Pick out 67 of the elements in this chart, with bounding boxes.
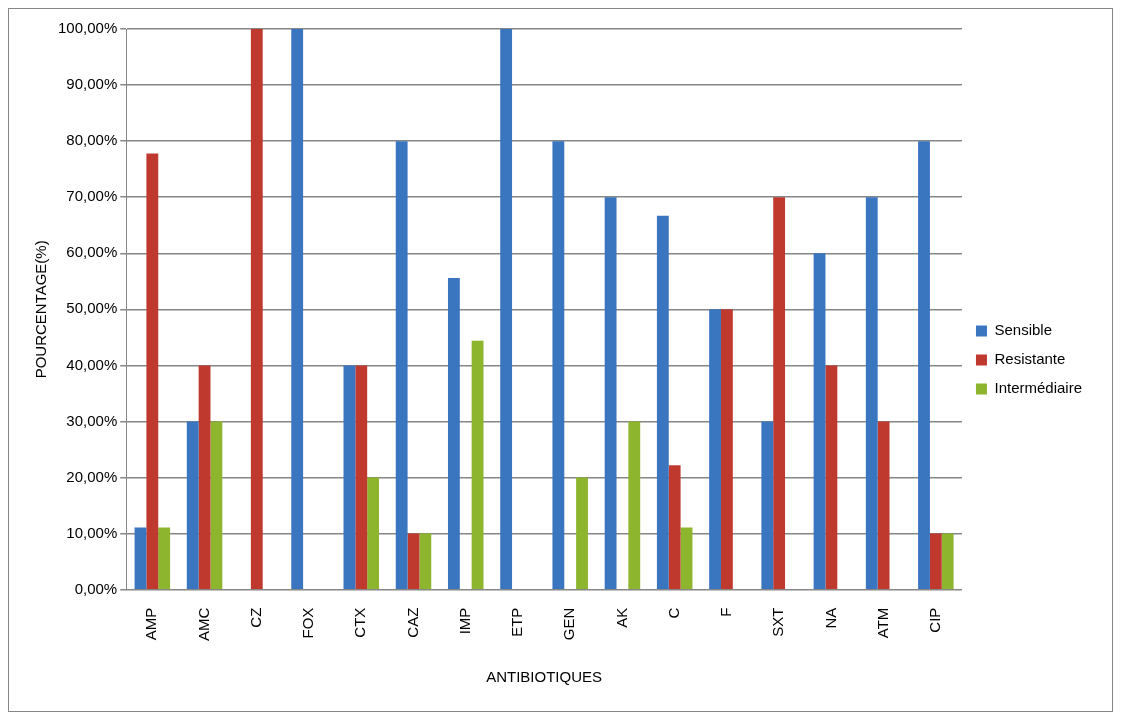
y-tick-label: 100,00% (58, 19, 118, 37)
x-tick-label: AK (612, 607, 630, 628)
bar (395, 141, 408, 589)
bar (210, 421, 223, 589)
bar (929, 533, 942, 589)
bar (447, 277, 460, 589)
bar (865, 197, 878, 589)
x-tick-label: SXT (769, 607, 787, 637)
bar (471, 340, 484, 589)
bar (941, 533, 954, 589)
y-tick-label: 80,00% (66, 131, 118, 149)
bar (761, 421, 774, 589)
bar (680, 527, 693, 589)
y-tick-label: 60,00% (66, 243, 118, 261)
legend-label: Sensible (994, 321, 1053, 339)
y-tick-label: 70,00% (66, 187, 118, 205)
x-tick-label: CAZ (403, 607, 421, 638)
bar (825, 365, 838, 589)
x-tick-label: NA (821, 607, 839, 629)
y-tick-label: 40,00% (66, 355, 118, 373)
x-tick-label: ETP (508, 607, 526, 637)
y-tick-label: 20,00% (66, 467, 118, 485)
x-tick-label: F (717, 607, 735, 617)
bar (250, 29, 263, 589)
y-axis-title: POURCENTAGE(%) (32, 240, 50, 379)
x-tick-label: FOX (299, 607, 317, 639)
bar (419, 533, 432, 589)
bar (500, 29, 513, 589)
bar (656, 215, 669, 589)
x-tick-label: C (664, 607, 682, 619)
x-tick-label: AMP (142, 607, 160, 641)
bar (709, 309, 721, 589)
bar (134, 527, 147, 589)
y-tick-label: 10,00% (66, 523, 118, 541)
y-tick-label: 90,00% (66, 75, 118, 93)
bar (291, 29, 304, 589)
bar (918, 141, 930, 589)
bar (604, 197, 617, 589)
bar (813, 253, 826, 589)
bar (668, 465, 681, 589)
x-tick-label: CZ (246, 607, 264, 628)
bar (552, 141, 565, 589)
y-tick-label: 0,00% (74, 579, 118, 597)
x-tick-label: GEN (560, 607, 578, 641)
bar (720, 309, 733, 589)
bar (877, 421, 890, 589)
bar (198, 365, 211, 589)
y-tick-label: 50,00% (66, 299, 118, 317)
x-tick-label: AMC (194, 607, 212, 642)
bar (576, 477, 588, 589)
bar (343, 365, 356, 589)
bar (773, 197, 786, 589)
bar (146, 153, 159, 589)
bar (158, 527, 171, 589)
x-axis-title: ANTIBIOTIQUES (486, 668, 603, 686)
x-tick-label: ATM (873, 607, 891, 639)
x-tick-label: CTX (351, 607, 369, 638)
bar (628, 421, 641, 589)
bar (186, 421, 199, 589)
x-tick-label: CIP (925, 607, 943, 633)
x-tick-label: IMP (455, 607, 473, 635)
bar (407, 533, 420, 589)
bar (367, 477, 380, 589)
bar (355, 365, 368, 589)
legend-label: Intermédiaire (994, 379, 1083, 397)
y-tick-label: 30,00% (66, 411, 118, 429)
legend-label: Resistante (994, 350, 1066, 368)
